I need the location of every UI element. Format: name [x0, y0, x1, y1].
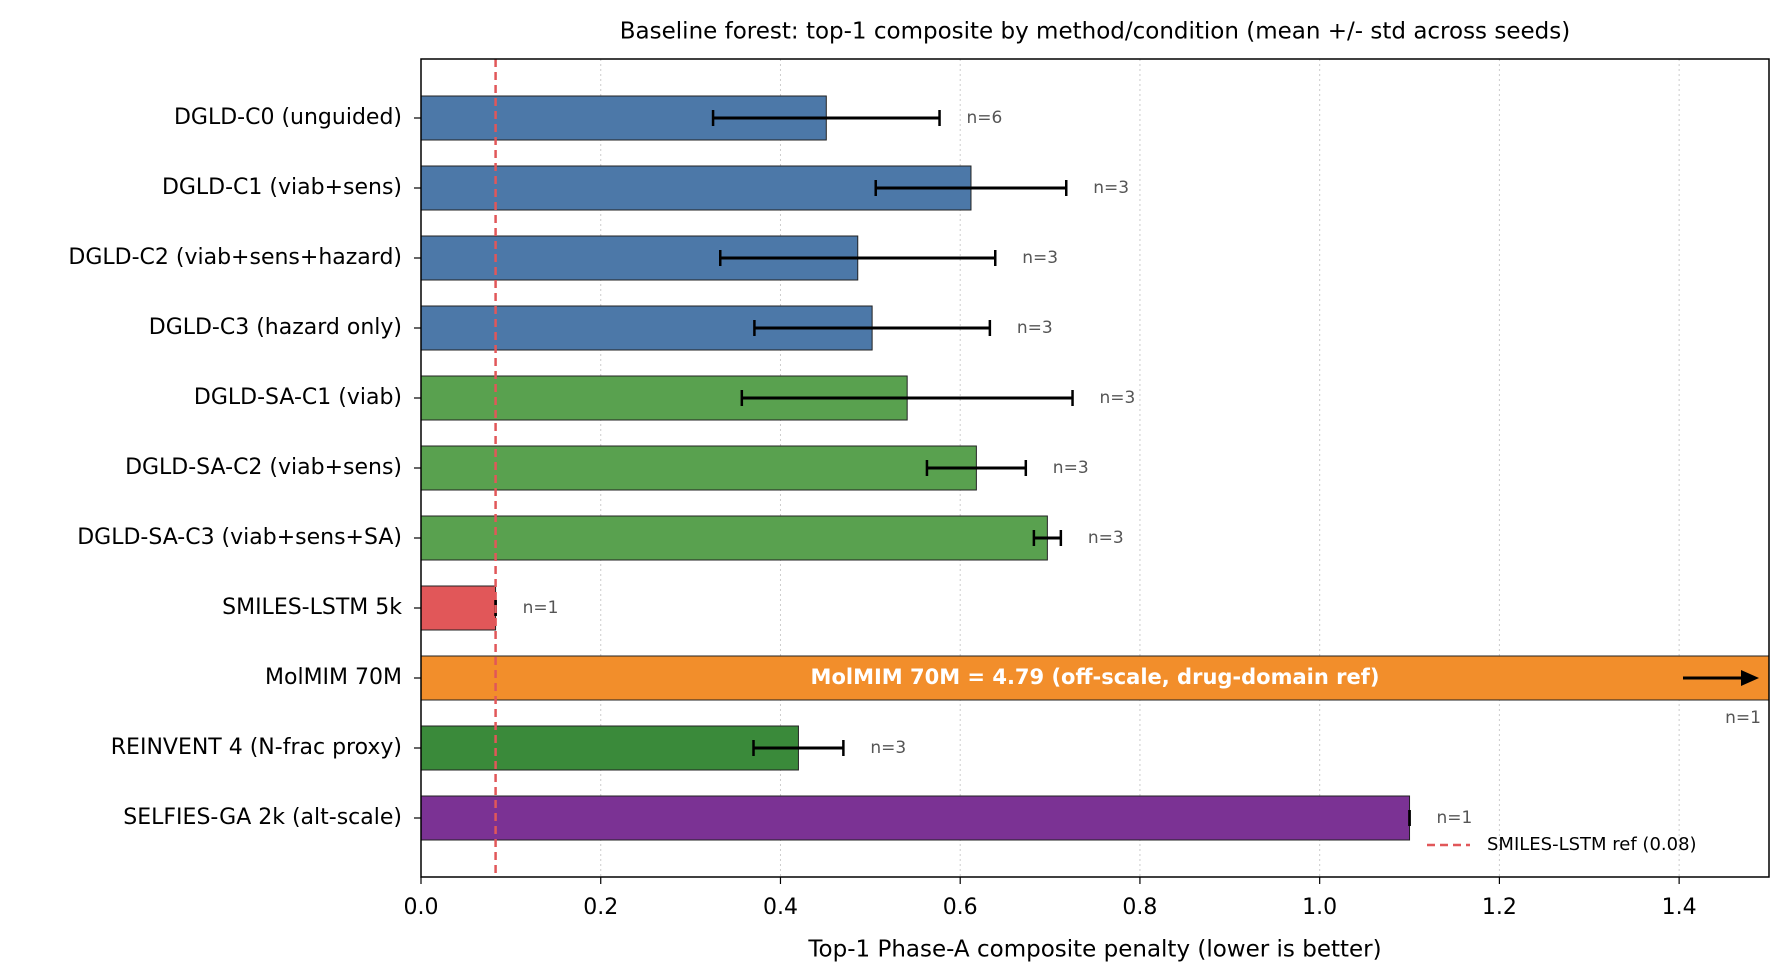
- y-tick-label: SMILES-LSTM 5k: [222, 595, 402, 620]
- n-label: n=3: [870, 738, 906, 758]
- bar: [421, 515, 1048, 561]
- x-tick-label: 0.2: [583, 895, 618, 920]
- x-tick-label: 1.2: [1482, 895, 1517, 920]
- y-tick-label: DGLD-C0 (unguided): [174, 105, 402, 130]
- y-tick-label: REINVENT 4 (N-frac proxy): [111, 735, 402, 760]
- n-label: n=1: [523, 598, 559, 618]
- x-tick-label: 0.6: [943, 895, 978, 920]
- n-label: n=3: [1053, 458, 1089, 478]
- bar: [421, 655, 1769, 701]
- bar: [421, 445, 977, 491]
- n-label: n=3: [1100, 388, 1136, 408]
- n-label: n=1: [1725, 708, 1761, 728]
- legend-label: SMILES-LSTM ref (0.08): [1487, 834, 1697, 855]
- x-axis-label: Top-1 Phase-A composite penalty (lower i…: [807, 937, 1381, 963]
- n-label: n=3: [1093, 178, 1129, 198]
- n-label: n=3: [1017, 318, 1053, 338]
- y-tick-label: SELFIES-GA 2k (alt-scale): [123, 805, 402, 830]
- bar: [421, 725, 799, 771]
- chart-title: Baseline forest: top-1 composite by meth…: [620, 19, 1570, 45]
- n-label: n=1: [1437, 808, 1473, 828]
- bar: [421, 795, 1411, 841]
- x-tick-label: 0.8: [1122, 895, 1157, 920]
- x-tick-label: 1.4: [1662, 895, 1697, 920]
- plot-area: [421, 95, 1769, 841]
- n-label: n=3: [1088, 528, 1124, 548]
- y-tick-label: DGLD-SA-C1 (viab): [194, 385, 402, 410]
- y-tick-label: DGLD-SA-C3 (viab+sens+SA): [77, 525, 402, 550]
- y-tick-label: DGLD-C3 (hazard only): [149, 315, 402, 340]
- y-tick-label: DGLD-C1 (viab+sens): [162, 175, 402, 200]
- axes-frame: [420, 58, 1770, 878]
- arrow-head: [1741, 670, 1759, 686]
- y-tick-label: DGLD-C2 (viab+sens+hazard): [68, 245, 402, 270]
- x-tick-label: 1.0: [1302, 895, 1337, 920]
- n-label: n=3: [1022, 248, 1058, 268]
- y-tick-label: MolMIM 70M: [265, 665, 402, 690]
- x-tick-label: 0.4: [763, 895, 798, 920]
- bar-annotation: MolMIM 70M = 4.79 (off-scale, drug-domai…: [811, 665, 1380, 689]
- bar: [421, 585, 497, 631]
- y-tick-label: DGLD-SA-C2 (viab+sens): [125, 455, 402, 480]
- n-label: n=6: [967, 108, 1003, 128]
- x-tick-label: 0.0: [404, 895, 439, 920]
